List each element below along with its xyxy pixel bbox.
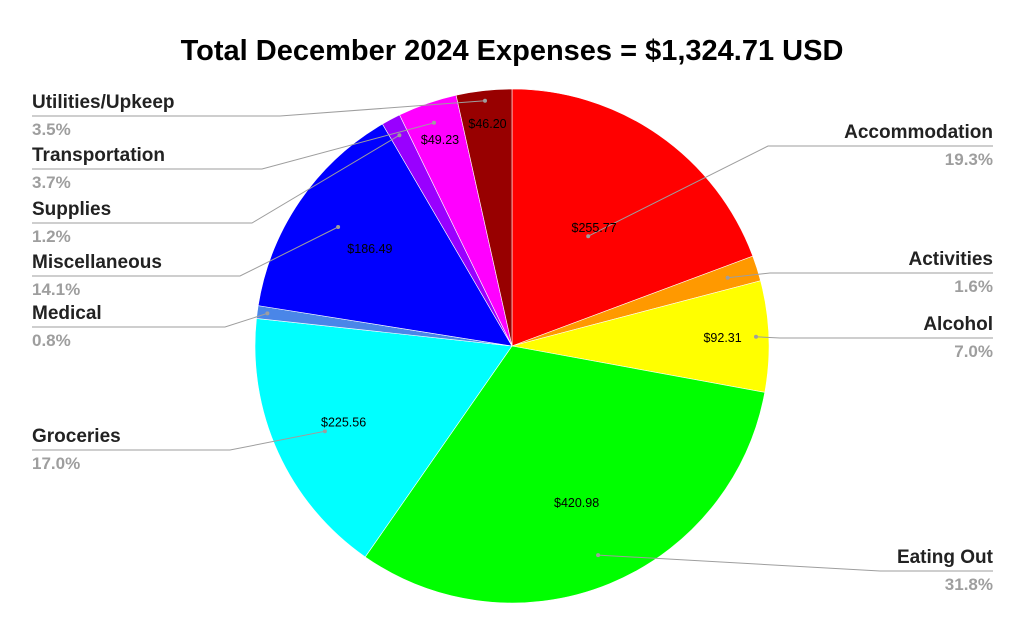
category-label-eating-out: Eating Out [897, 547, 994, 568]
category-label-alcohol: Alcohol [923, 314, 993, 335]
pie-slice-accommodation [511, 88, 754, 347]
leader-line-transportation [32, 122, 435, 170]
category-label-miscellaneous: Miscellaneous [32, 252, 162, 273]
leader-line-eating-out [598, 554, 993, 572]
category-label-medical: Medical [32, 303, 102, 324]
value-label-accommodation: $255.77 [572, 221, 617, 235]
leader-line-miscellaneous [32, 226, 339, 277]
leader-line-utilities-upkeep [32, 100, 486, 117]
percent-label-transportation: 3.7% [32, 173, 71, 192]
pie-slice-groceries [254, 318, 513, 558]
percent-label-miscellaneous: 14.1% [32, 280, 80, 299]
value-label-groceries: $225.56 [321, 416, 366, 430]
leader-line-accommodation [587, 145, 993, 237]
percent-label-activities: 1.6% [954, 277, 993, 296]
pie-slice-miscellaneous [257, 123, 513, 347]
percent-label-eating-out: 31.8% [945, 575, 993, 594]
value-label-miscellaneous: $186.49 [347, 242, 392, 256]
leader-line-medical [32, 312, 268, 328]
percent-label-supplies: 1.2% [32, 227, 71, 246]
category-label-activities: Activities [909, 249, 993, 270]
value-label-alcohol: $92.31 [703, 331, 741, 345]
category-label-utilities-upkeep: Utilities/Upkeep [32, 92, 175, 113]
category-label-supplies: Supplies [32, 199, 111, 220]
percent-label-groceries: 17.0% [32, 454, 80, 473]
leader-line-activities [727, 272, 993, 279]
percent-label-alcohol: 7.0% [954, 342, 993, 361]
value-label-utilities-upkeep: $46.20 [468, 117, 506, 131]
leader-line-groceries [32, 430, 325, 451]
percent-label-accommodation: 19.3% [945, 150, 993, 169]
category-label-accommodation: Accommodation [844, 122, 993, 143]
value-label-eating-out: $420.98 [554, 496, 599, 510]
percent-label-medical: 0.8% [32, 331, 71, 350]
category-label-transportation: Transportation [32, 145, 165, 166]
value-label-transportation: $49.23 [421, 133, 459, 147]
category-label-groceries: Groceries [32, 426, 121, 447]
percent-label-utilities-upkeep: 3.5% [32, 120, 71, 139]
pie-slice-eating-out [364, 345, 766, 604]
leader-line-alcohol [755, 336, 993, 339]
chart-title: Total December 2024 Expenses = $1,324.71… [181, 35, 844, 67]
pie-slice-utilities-upkeep [455, 88, 513, 347]
pie-slice-alcohol [511, 280, 770, 393]
leader-line-supplies [32, 134, 400, 224]
